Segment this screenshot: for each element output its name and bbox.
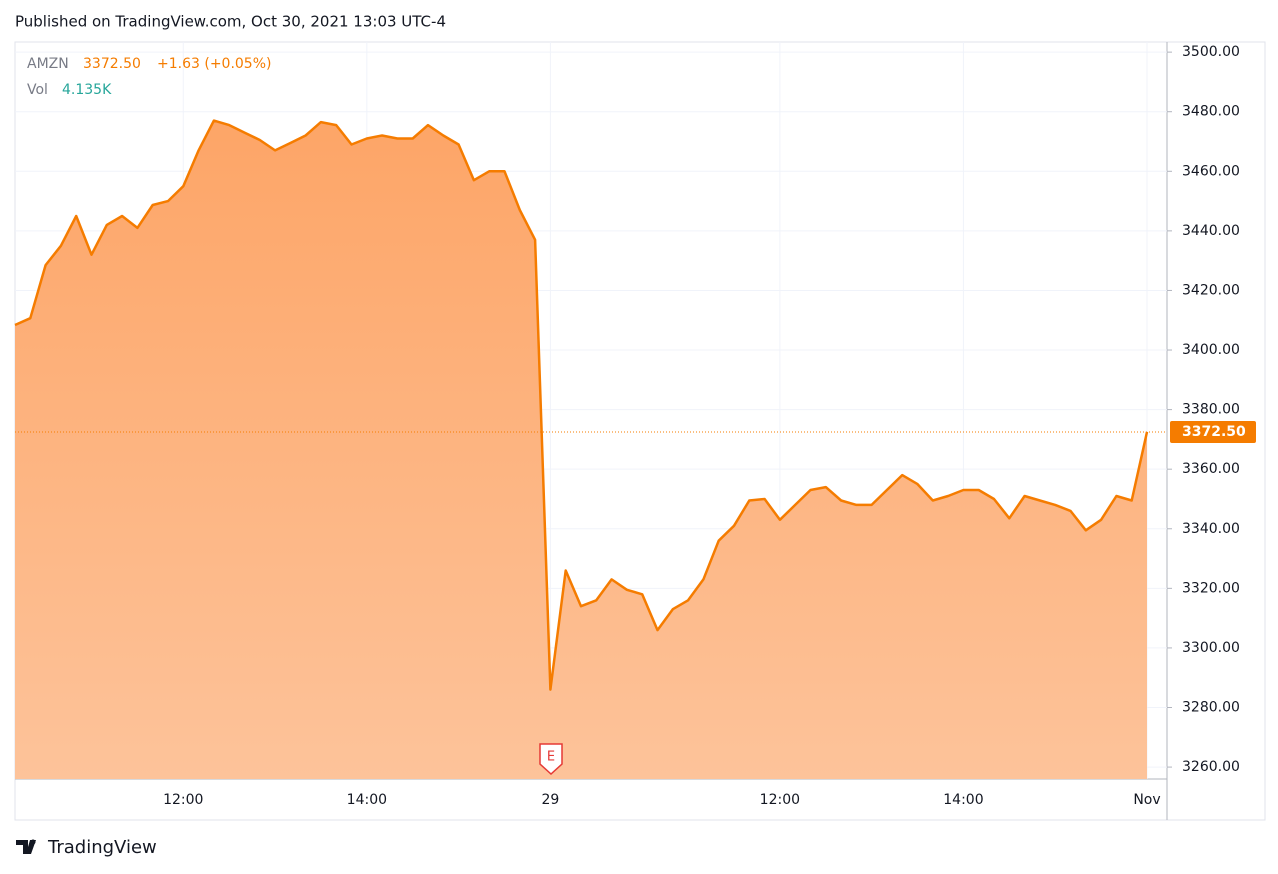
brand-name: TradingView (47, 837, 157, 858)
price-line (14, 119, 1149, 691)
x-tick-label: 12:00 (163, 792, 203, 808)
y-tick-label: 3480.00 (1182, 104, 1240, 120)
y-tick-label: 3300.00 (1182, 640, 1240, 656)
legend-vol-label: Vol (27, 82, 48, 98)
brand-logo: TradingView (16, 837, 157, 858)
y-tick-label: 3400.00 (1182, 342, 1240, 358)
y-tick-label: 3320.00 (1182, 580, 1240, 596)
y-tick-label: 3340.00 (1182, 521, 1240, 537)
y-tick-label: 3380.00 (1182, 402, 1240, 418)
legend-vol-value: 4.135K (62, 82, 112, 98)
y-tick-label: 3260.00 (1182, 759, 1240, 775)
published-note: Published on TradingView.com, Oct 30, 20… (15, 13, 446, 31)
last-price-tag (1170, 420, 1256, 443)
logo-dot (30, 839, 36, 845)
legend-price: 3372.50 (83, 56, 141, 72)
area-fill (15, 120, 1147, 780)
x-tick-label: 29 (541, 792, 559, 808)
y-tick-label: 3460.00 (1182, 163, 1240, 179)
y-tick-label: 3280.00 (1182, 700, 1240, 716)
earnings-label: E (547, 750, 555, 765)
y-tick-label: 3440.00 (1182, 223, 1240, 239)
x-tick-label: 14:00 (347, 792, 387, 808)
y-tick-label: 3420.00 (1182, 282, 1240, 298)
plot (14, 42, 1167, 780)
earnings-marker: E (539, 743, 563, 776)
y-tick-label: 3500.00 (1182, 44, 1240, 60)
legend-change: +1.63 (+0.05%) (157, 56, 271, 72)
earnings-badge (539, 743, 563, 776)
logo-mark (16, 840, 40, 854)
x-tick-label: 12:00 (760, 792, 800, 808)
last-price-label: 3372.50 (1182, 424, 1246, 440)
x-tick-label: 14:00 (943, 792, 983, 808)
legend-symbol: AMZN (27, 56, 69, 72)
y-tick-label: 3360.00 (1182, 461, 1240, 477)
x-tick-label: Nov (1133, 792, 1160, 808)
